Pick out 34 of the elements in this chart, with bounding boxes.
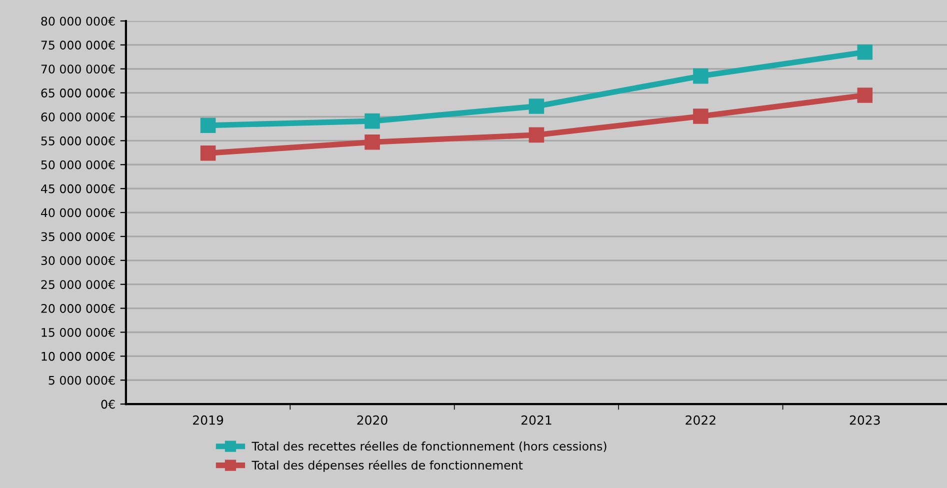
y-tick-label: 30 000 000€ [41, 256, 115, 266]
point [364, 134, 380, 150]
legend-label: Total des dépenses réelles de fonctionnement [252, 460, 523, 472]
x-tick-label: 2022 [686, 415, 716, 425]
legend-label: Total des recettes réelles de fonctionnement (hors cessions) [252, 441, 606, 452]
y-tick-label: 60 000 000€ [41, 112, 115, 122]
x-tick-label: 2023 [850, 415, 880, 425]
y-tick-label: 45 000 000€ [41, 184, 115, 194]
y-tick-label: 55 000 000€ [41, 136, 115, 146]
y-tick-label: 65 000 000€ [41, 88, 115, 98]
point [693, 68, 708, 84]
y-tick-label: 25 000 000€ [41, 280, 115, 290]
x-tick-label: 2020 [357, 415, 388, 425]
y-tick-label: 50 000 000€ [41, 160, 115, 170]
y-tick-label: 0€ [101, 400, 115, 409]
x-tick-label: 2019 [193, 415, 224, 425]
y-tick-label: 5 000 000€ [48, 376, 115, 385]
point [528, 98, 544, 114]
point [857, 88, 873, 103]
y-tick-label: 10 000 000€ [42, 352, 115, 361]
y-tick-label: 80 000 000€ [41, 16, 115, 26]
y-tick-label: 40 000 000€ [41, 208, 115, 218]
point [693, 108, 708, 124]
y-tick-label: 20 000 000€ [41, 304, 115, 313]
y-tick-label: 75 000 000€ [41, 40, 115, 50]
point [200, 118, 216, 134]
y-tick-label: 70 000 000€ [41, 64, 115, 74]
point [364, 113, 380, 129]
y-tick-label: 15 000 000€ [42, 328, 115, 337]
point [528, 127, 544, 143]
point [857, 44, 873, 60]
point [200, 146, 216, 161]
x-tick-label: 2021 [521, 415, 552, 425]
y-tick-label: 35 000 000€ [41, 232, 115, 242]
